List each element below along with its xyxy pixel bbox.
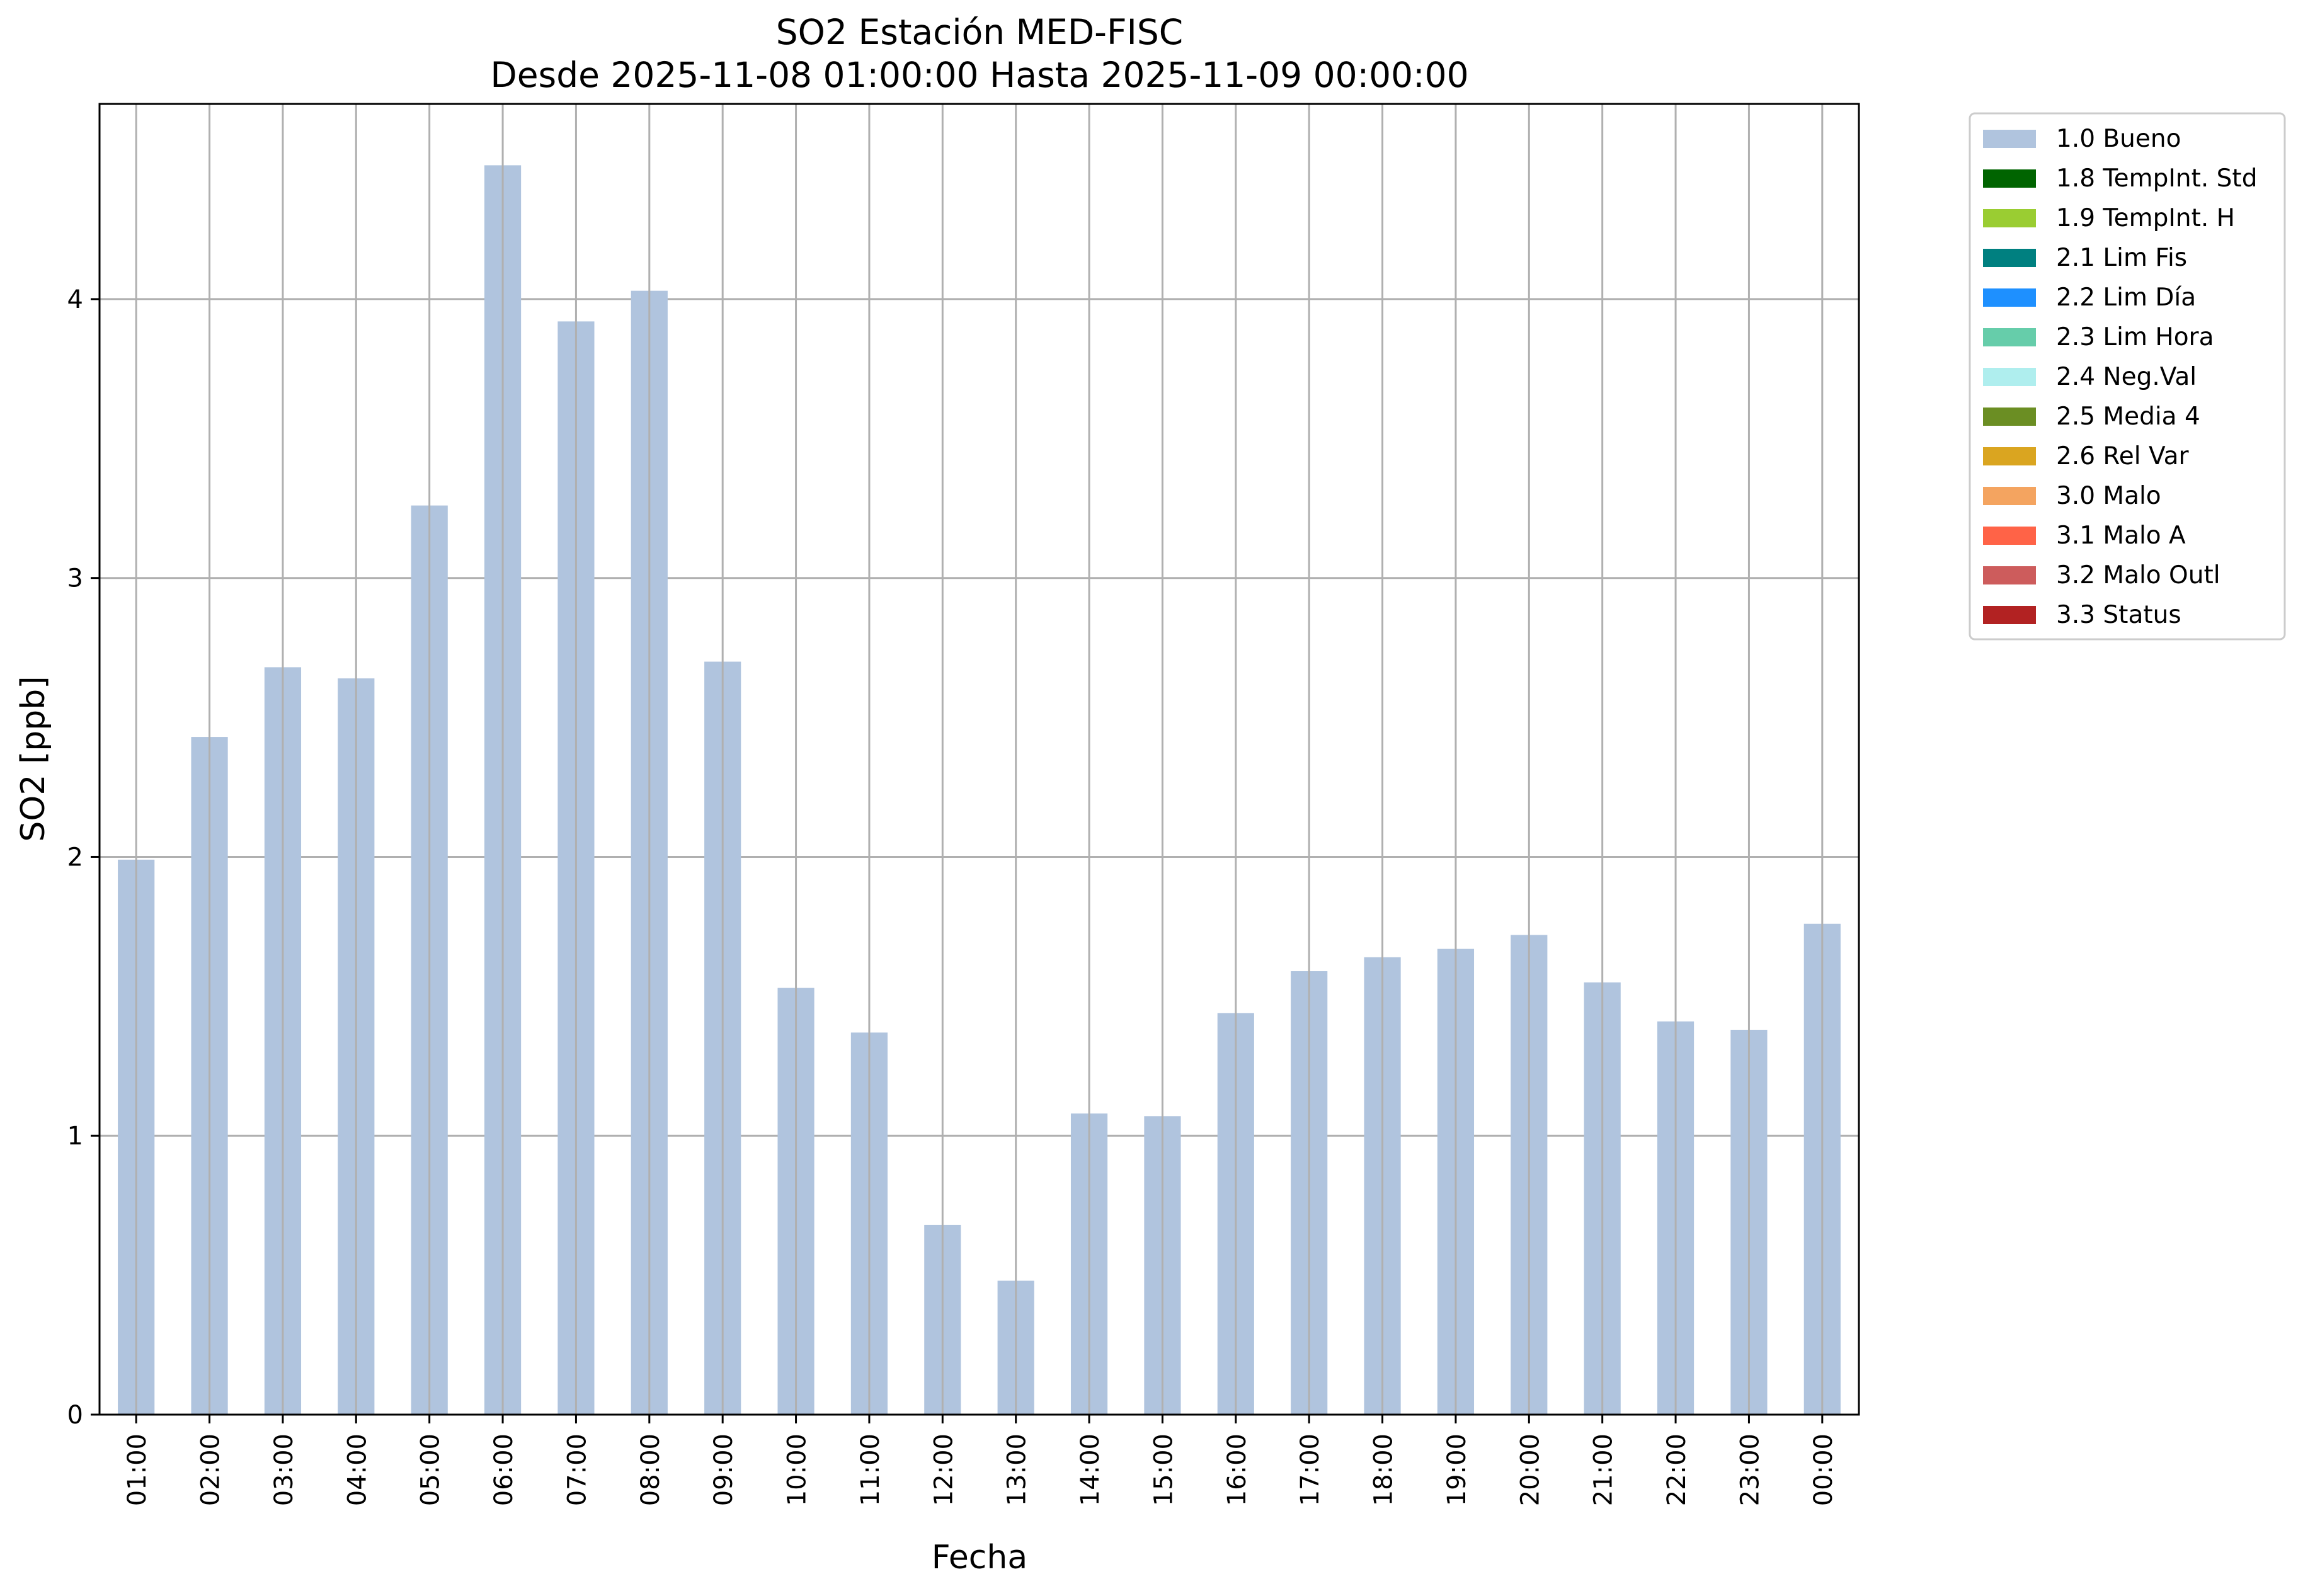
legend-box — [1969, 112, 2286, 641]
x-tick-label: 12:00 — [929, 1434, 958, 1506]
x-axis-label: Fecha — [932, 1539, 1027, 1576]
y-axis-ticks: 0 1 2 3 4 — [67, 285, 100, 1430]
x-tick-label: 20:00 — [1516, 1434, 1545, 1506]
legend-label: 3.2 Malo Outl — [2056, 561, 2220, 590]
legend-swatch — [1983, 249, 2036, 267]
x-tick-label: 21:00 — [1589, 1434, 1618, 1506]
x-tick-label: 22:00 — [1662, 1434, 1691, 1506]
legend: 1.0 Bueno 1.8 TempInt. Std 1.9 TempInt. H 2… — [1969, 112, 2286, 641]
legend-label: 1.8 TempInt. Std — [2056, 164, 2257, 193]
x-tick-label: 15:00 — [1149, 1434, 1178, 1506]
legend-label: 1.9 TempInt. H — [2056, 204, 2235, 232]
legend-swatch — [1983, 566, 2036, 584]
x-axis-ticks: 01:00 02:00 03:00 04:00 05:00 06:00 07:00 08:00… — [123, 1415, 1838, 1506]
x-tick-label: 18:00 — [1369, 1434, 1398, 1506]
legend-label: 3.3 Status — [2056, 601, 2181, 629]
legend-label: 3.1 Malo A — [2056, 522, 2186, 550]
x-tick-label: 16:00 — [1223, 1434, 1252, 1506]
x-tick-label: 03:00 — [270, 1434, 299, 1506]
y-tick-label: 1 — [67, 1122, 83, 1151]
x-tick-label: 09:00 — [709, 1434, 738, 1506]
legend-label: 2.3 Lim Hora — [2056, 323, 2214, 351]
x-tick-label: 23:00 — [1735, 1434, 1764, 1506]
y-tick-label: 4 — [67, 285, 83, 314]
legend-label: 2.2 Lim Día — [2056, 283, 2196, 312]
y-axis-label: SO2 [ppb] — [14, 676, 52, 841]
x-tick-label: 17:00 — [1296, 1434, 1325, 1506]
legend-swatch — [1983, 447, 2036, 465]
chart-title: SO2 Estación MED-FISC — [776, 12, 1183, 52]
x-tick-label: 13:00 — [1003, 1434, 1032, 1506]
legend-swatch — [1983, 487, 2036, 505]
x-tick-label: 14:00 — [1076, 1434, 1105, 1506]
legend-swatch — [1983, 130, 2036, 148]
x-tick-label: 04:00 — [343, 1434, 372, 1506]
plot-frame — [98, 103, 1860, 1416]
bars — [118, 104, 1841, 1415]
legend-label: 2.6 Rel Var — [2056, 442, 2190, 470]
legend-swatch — [1983, 368, 2036, 386]
x-tick-label: 08:00 — [636, 1434, 665, 1506]
legend-label: 2.1 Lim Fis — [2056, 244, 2187, 272]
legend-swatch — [1983, 169, 2036, 188]
legend-swatch — [1983, 606, 2036, 624]
x-tick-label: 06:00 — [489, 1434, 518, 1506]
legend-swatch — [1983, 328, 2036, 346]
x-tick-label: 19:00 — [1443, 1434, 1472, 1506]
legend-label: 1.0 Bueno — [2056, 125, 2181, 153]
legend-label: 3.0 Malo — [2056, 482, 2161, 510]
x-tick-label: 00:00 — [1809, 1434, 1838, 1506]
legend-swatch — [1983, 288, 2036, 307]
x-tick-label: 05:00 — [416, 1434, 445, 1506]
y-tick-label: 0 — [67, 1401, 83, 1430]
x-tick-label: 11:00 — [856, 1434, 885, 1506]
legend-swatch — [1983, 209, 2036, 227]
x-tick-label: 07:00 — [563, 1434, 591, 1506]
legend-label: 2.4 Neg.Val — [2056, 363, 2197, 391]
legend-label: 2.5 Media 4 — [2056, 402, 2200, 431]
chart-subtitle: Desde 2025-11-08 01:00:00 Hasta 2025-11-… — [490, 55, 1468, 95]
y-tick-label: 3 — [67, 564, 83, 593]
y-tick-label: 2 — [67, 843, 83, 872]
legend-swatch — [1983, 527, 2036, 545]
x-tick-label: 02:00 — [197, 1434, 226, 1506]
x-tick-label: 10:00 — [783, 1434, 812, 1506]
legend-swatch — [1983, 408, 2036, 426]
x-tick-label: 01:00 — [123, 1434, 152, 1506]
